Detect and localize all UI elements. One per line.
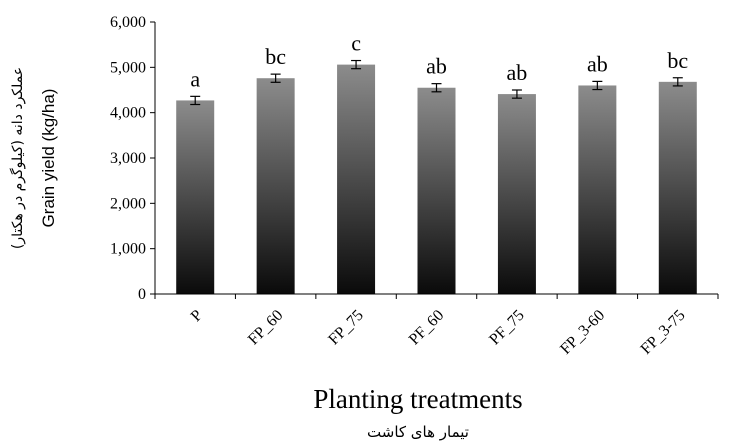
y-tick-label: 3,000	[110, 150, 146, 167]
significance-letter: c	[351, 31, 361, 56]
bar	[256, 78, 295, 294]
y-tick-label: 5,000	[110, 59, 146, 76]
x-tick-label: PF_75	[486, 307, 528, 349]
y-tick-label: 0	[138, 286, 146, 303]
x-tick-label: FP_3-60	[557, 307, 608, 358]
bar	[497, 94, 536, 294]
x-tick-label: FP_60	[245, 307, 287, 349]
bar	[578, 85, 617, 294]
significance-letter: bc	[667, 48, 688, 73]
x-tick-label: P	[188, 307, 206, 325]
axes-group	[150, 21, 719, 299]
x-axis-title-secondary: تیمار های کاشت	[367, 423, 469, 441]
bar	[417, 87, 456, 294]
y-axis-title-secondary: عملکرد دانه (کیلوگرم در هکتار)	[9, 67, 26, 249]
significance-letter: a	[190, 66, 200, 91]
y-tick-label: 4,000	[110, 105, 146, 122]
significance-letter: ab	[507, 60, 528, 85]
x-tick-label: FP_3-75	[638, 307, 689, 358]
x-tick-label: PF_60	[406, 307, 448, 349]
significance-letter: ab	[587, 51, 608, 76]
bar	[337, 64, 376, 294]
y-tick-label: 2,000	[110, 195, 146, 212]
bars-group	[176, 59, 697, 294]
bar	[176, 100, 215, 294]
significance-letter: bc	[265, 44, 286, 69]
y-tick-label: 6,000	[110, 14, 146, 31]
x-axis-title: Planting treatments	[313, 384, 522, 414]
significance-letter: ab	[426, 54, 447, 79]
x-tick-label: FP_75	[325, 307, 367, 349]
y-tick-label: 1,000	[110, 241, 146, 258]
y-axis-title: Grain yield (kg/ha)	[39, 89, 58, 228]
bar	[658, 81, 697, 294]
